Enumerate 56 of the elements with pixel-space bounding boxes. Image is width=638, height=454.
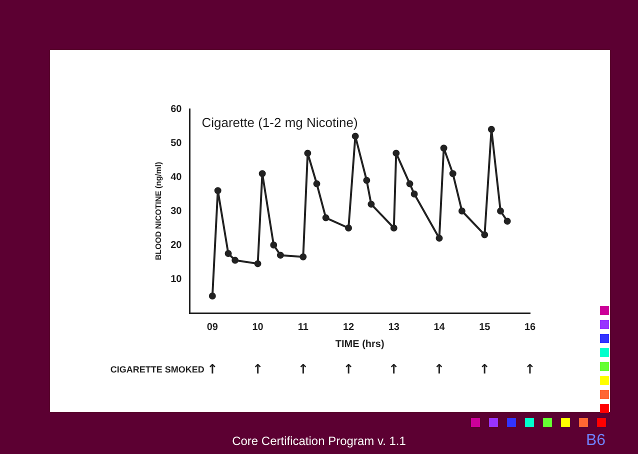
text: Core Certification Program v. 1.1 xyxy=(232,434,406,448)
point xyxy=(258,170,266,178)
y-tick-label: 20 xyxy=(170,240,182,251)
point xyxy=(304,150,312,157)
y-tick-label: 60 xyxy=(170,104,182,115)
point xyxy=(363,176,370,184)
point xyxy=(232,256,239,264)
x-axis-title: TIME (hrs) xyxy=(335,338,384,350)
y-axis-title: BLOOD NICOTINE (ng/ml) xyxy=(154,162,164,260)
text: ↑ xyxy=(206,362,218,378)
point xyxy=(300,253,307,260)
point xyxy=(208,292,216,300)
point xyxy=(313,180,320,188)
text: Cigarette (1-2 mg Nicotine) xyxy=(202,115,358,130)
point xyxy=(368,200,375,208)
point xyxy=(254,260,262,268)
x-tick-label: 09 xyxy=(206,322,218,333)
point xyxy=(410,190,418,198)
point xyxy=(488,126,495,133)
text: ↑ xyxy=(252,362,264,378)
y-tick-label: 10 xyxy=(170,274,182,285)
point xyxy=(406,180,414,188)
point xyxy=(214,187,222,194)
point xyxy=(390,224,398,232)
point xyxy=(224,250,232,257)
text: ↑ xyxy=(479,362,490,378)
x-tick-label: 11 xyxy=(298,322,309,333)
point xyxy=(345,224,352,232)
point xyxy=(481,231,488,238)
y-tick-label: 30 xyxy=(170,206,182,217)
point xyxy=(352,132,359,140)
x-tick-label: 14 xyxy=(434,322,446,333)
text: ↑ xyxy=(434,362,445,378)
x-tick-label: 13 xyxy=(388,322,400,333)
point xyxy=(504,218,511,225)
text: B6 xyxy=(586,432,606,450)
text: ↑ xyxy=(343,362,354,378)
point xyxy=(436,234,443,242)
text: ↑ xyxy=(524,362,536,378)
point xyxy=(497,208,504,214)
point xyxy=(276,252,284,259)
point xyxy=(449,170,456,178)
point xyxy=(322,214,330,222)
x-tick-label: 15 xyxy=(479,322,491,333)
point xyxy=(458,208,466,214)
text: ↑ xyxy=(298,362,309,378)
y-tick-label: 40 xyxy=(170,172,182,183)
x-tick-label: 16 xyxy=(524,322,536,333)
point xyxy=(392,150,400,157)
point xyxy=(440,144,448,152)
point xyxy=(270,242,278,248)
text: CIGARETTE SMOKED xyxy=(110,364,205,374)
x-tick-label: 10 xyxy=(252,322,264,333)
y-tick-label: 50 xyxy=(170,138,182,149)
x-tick-label: 12 xyxy=(342,322,355,333)
text: ↑ xyxy=(388,362,400,378)
